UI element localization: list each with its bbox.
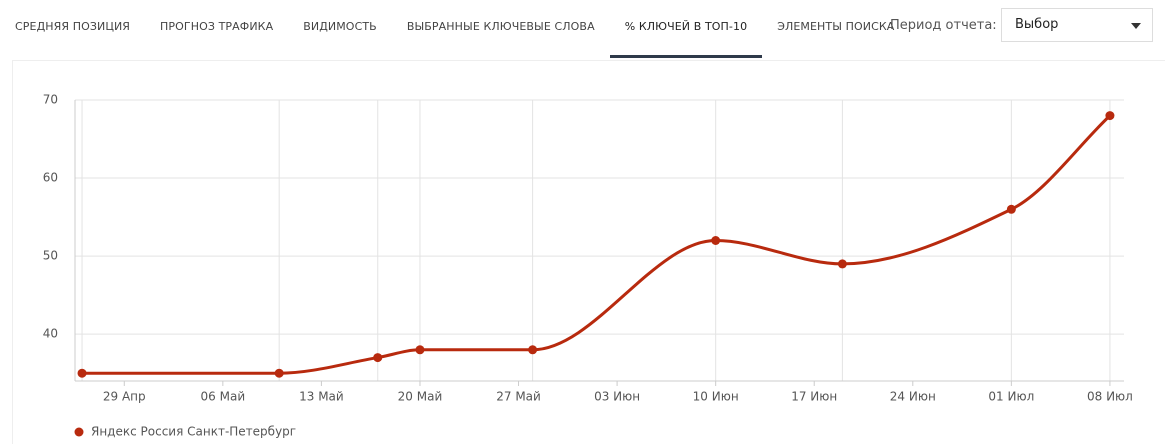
point [1105,111,1115,121]
tab-active[interactable]: % КЛЮЧЕЙ В ТОП-10 [609,0,763,58]
legend-marker [74,427,84,437]
y-tick-label: 40 [43,327,58,341]
tab[interactable]: ВЫБРАННЫЕ КЛЮЧЕВЫЕ СЛОВА [406,20,595,33]
x-tick-label: 20 Май [398,390,443,404]
y-tick-label: 50 [43,249,58,263]
x-tick-label: 01 Июл [988,390,1034,404]
tab[interactable]: СРЕДНЯЯ ПОЗИЦИЯ [15,20,131,33]
x-tick-label: 27 Май [496,390,541,404]
x-tick-label: 03 Июн [594,390,640,404]
period-select[interactable]: Выбор [1001,8,1153,42]
y-tick-label: 60 [43,171,58,185]
point [373,353,383,363]
x-tick-label: 08 Июл [1087,390,1133,404]
period-label: Период отчета: [890,18,997,33]
y-tick-label: 70 [43,93,58,107]
x-tick-label: 24 Июн [890,390,936,404]
point [528,345,538,355]
tab[interactable]: ПРОГНОЗ ТРАФИКА [160,20,274,33]
tab[interactable]: ВИДИМОСТЬ [303,20,377,33]
x-tick-label: 10 Июн [693,390,739,404]
x-tick-label: 13 Май [299,390,344,404]
point [837,259,847,269]
x-tick-label: 29 Апр [103,390,146,404]
tab-bar: СРЕДНЯЯ ПОЗИЦИЯ ПРОГНОЗ ТРАФИКА ВИДИМОСТ… [0,0,909,58]
point [1006,204,1016,214]
point [415,345,425,355]
x-tick-label: 17 Июн [791,390,837,404]
line [82,114,1111,375]
x-tick-label: 06 Май [201,390,246,404]
point [77,368,87,378]
point [711,236,721,245]
chart-panel [12,60,1165,444]
tab[interactable]: ЭЛЕМЕНТЫ ПОИСКА [777,20,895,33]
legend-label: Яндекс Россия Санкт-Петербург [91,425,296,439]
point [274,368,284,378]
